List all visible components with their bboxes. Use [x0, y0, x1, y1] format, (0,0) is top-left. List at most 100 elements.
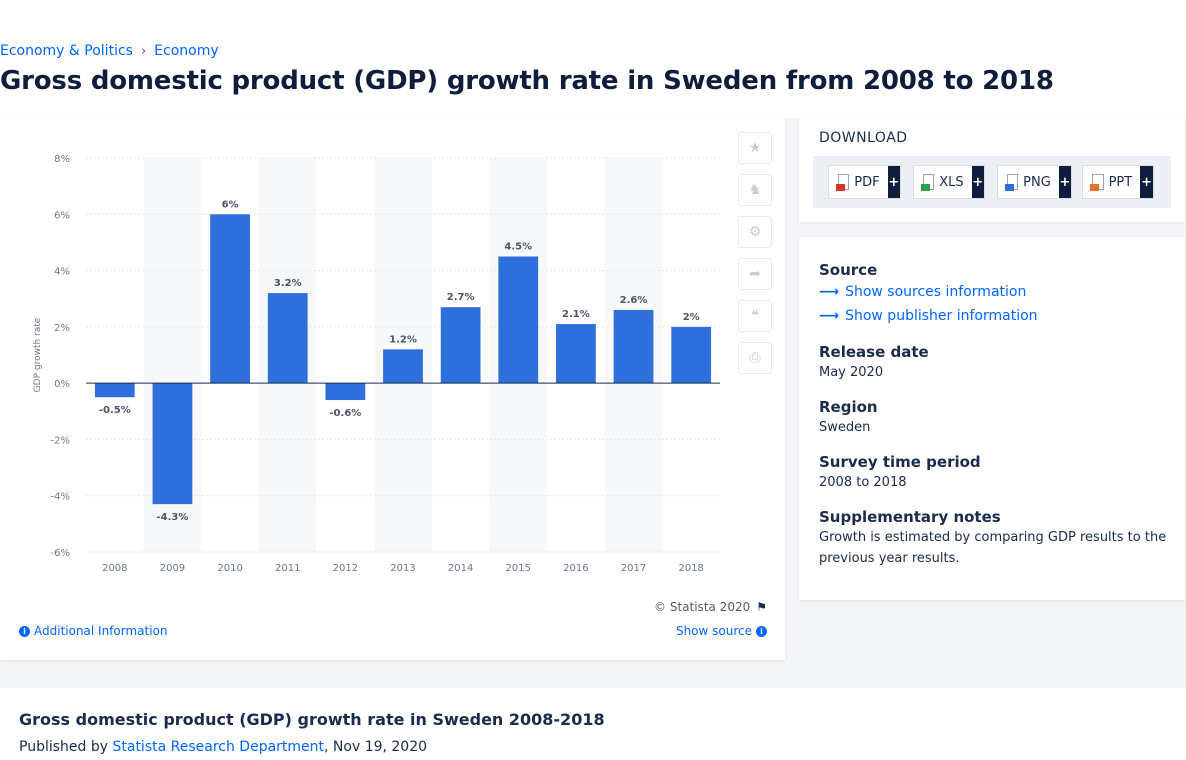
download-tray: PDF + XLS + PNG + PPT +	[813, 156, 1171, 208]
x-tick-label: 2012	[333, 563, 358, 574]
download-pdf-button[interactable]: PDF +	[828, 165, 901, 199]
x-tick-label: 2010	[217, 563, 242, 574]
publisher-link[interactable]: Statista Research Department	[112, 739, 325, 755]
data-label: 6%	[222, 199, 239, 210]
x-tick-label: 2015	[506, 563, 531, 574]
ppt-label: PPT	[1108, 174, 1133, 190]
y-tick-label: 0%	[54, 379, 70, 390]
publication-title: Gross domestic product (GDP) growth rate…	[19, 710, 605, 729]
copyright: © Statista 2020 ⚑	[654, 600, 767, 614]
published-by: Published by Statista Research Departmen…	[19, 739, 427, 755]
png-badge	[1005, 184, 1014, 191]
data-label: -0.6%	[329, 408, 361, 419]
show-source-link[interactable]: Show source i	[676, 624, 767, 638]
arrow-right-icon: ⟶	[819, 284, 840, 300]
breadcrumb: Economy & Politics › Economy	[0, 43, 219, 59]
data-label: 2.7%	[447, 292, 475, 303]
show-source-label: Show source	[675, 624, 752, 638]
download-title: DOWNLOAD	[819, 130, 908, 146]
supplementary-notes-value: Growth is estimated by comparing GDP res…	[819, 530, 1167, 566]
bar-2010	[210, 214, 250, 384]
download-xls-button[interactable]: XLS +	[913, 165, 985, 199]
flag-icon[interactable]: ⚑	[756, 600, 767, 614]
gdp-bar-chart: 8% 6% 4% 2% 0% -2% -4% -6% GDP growth rate -0.5% 2…	[33, 154, 720, 574]
xls-file-icon	[921, 174, 935, 191]
bar-2014	[440, 307, 481, 384]
y-tick-label: 8%	[54, 154, 70, 165]
png-file-icon	[1005, 174, 1019, 191]
show-publisher-label: Show publisher information	[845, 308, 1038, 324]
bar-2013	[383, 349, 423, 384]
bar-2015	[498, 256, 539, 384]
statistic-details-card: Source ⟶ Show sources information ⟶ Show…	[799, 237, 1185, 600]
bar-2011	[267, 293, 308, 384]
x-tick-label: 2016	[563, 563, 588, 574]
additional-information-link[interactable]: i Additional Information	[19, 624, 168, 638]
share-icon[interactable]: ➦	[738, 258, 772, 290]
png-label: PNG	[1023, 174, 1051, 190]
x-tick-label: 2017	[621, 563, 646, 574]
x-tick-label: 2008	[102, 563, 127, 574]
region-value: Sweden	[819, 420, 871, 435]
x-tick-label: 2018	[678, 563, 703, 574]
y-tick-label: 6%	[54, 210, 70, 221]
ppt-badge	[1090, 184, 1099, 191]
breadcrumb-link-economy[interactable]: Economy	[154, 43, 219, 59]
xls-label: XLS	[939, 174, 964, 190]
x-tick-label: 2013	[390, 563, 415, 574]
chart-card: 8% 6% 4% 2% 0% -2% -4% -6% GDP growth rate -0.5% 2…	[0, 118, 785, 660]
ppt-file-icon	[1090, 174, 1104, 191]
survey-period-value: 2008 to 2018	[819, 475, 907, 490]
x-tick-label: 2009	[160, 563, 185, 574]
top-header: Economy & Politics › Economy Gross domes…	[0, 0, 1186, 118]
xls-badge	[921, 184, 930, 191]
arrow-right-icon: ⟶	[819, 308, 840, 324]
region-heading: Region	[819, 398, 878, 416]
data-label: 2%	[683, 312, 700, 323]
info-icon: i	[19, 625, 30, 637]
y-tick-label: -6%	[51, 548, 70, 559]
plus-icon: +	[1058, 166, 1071, 198]
y-tick-label: -2%	[51, 435, 70, 446]
show-sources-link[interactable]: ⟶ Show sources information	[819, 284, 1026, 300]
breadcrumb-separator: ›	[140, 43, 147, 59]
y-tick-label: 2%	[54, 323, 70, 334]
published-prefix: Published by	[19, 739, 109, 755]
bell-icon[interactable]: ♞	[738, 174, 772, 206]
page-title: Gross domestic product (GDP) growth rate…	[0, 66, 1054, 96]
breadcrumb-link-economy-politics[interactable]: Economy & Politics	[0, 43, 133, 59]
publication-date: , Nov 19, 2020	[324, 739, 428, 755]
plus-icon: +	[1140, 166, 1153, 198]
download-card: DOWNLOAD PDF + XLS + PNG + PPT +	[799, 118, 1185, 222]
quote-icon[interactable]: ❝	[738, 300, 772, 332]
x-tick-label: 2011	[275, 563, 300, 574]
show-publisher-link[interactable]: ⟶ Show publisher information	[819, 308, 1038, 324]
bar-2018	[671, 326, 712, 384]
star-icon[interactable]: ★	[738, 132, 772, 164]
pdf-badge	[836, 184, 845, 191]
download-png-button[interactable]: PNG +	[997, 165, 1072, 199]
bar-2012	[325, 383, 366, 401]
publication-card: Gross domestic product (GDP) growth rate…	[0, 688, 1186, 760]
bar-2016	[556, 324, 596, 384]
pdf-file-icon	[836, 174, 850, 191]
data-label: 2.1%	[562, 309, 590, 320]
y-axis-label: GDP growth rate	[33, 317, 43, 392]
plus-icon: +	[887, 166, 900, 198]
y-tick-label: -4%	[51, 492, 70, 503]
survey-period-heading: Survey time period	[819, 453, 981, 471]
download-ppt-button[interactable]: PPT +	[1082, 165, 1154, 199]
data-label: 1.2%	[389, 334, 417, 345]
print-icon[interactable]: ⎙	[738, 342, 772, 374]
bar-2008	[94, 383, 135, 398]
data-label: -4.3%	[157, 512, 189, 523]
copyright-text: © Statista 2020	[654, 600, 751, 614]
data-label: 4.5%	[504, 242, 532, 253]
gear-icon[interactable]: ⚙	[738, 216, 772, 248]
bar-2009	[152, 383, 193, 505]
show-sources-label: Show sources information	[845, 284, 1027, 300]
release-date-heading: Release date	[819, 343, 929, 361]
info-icon: i	[756, 625, 767, 637]
y-tick-label: 4%	[54, 267, 70, 278]
pdf-label: PDF	[854, 174, 880, 190]
